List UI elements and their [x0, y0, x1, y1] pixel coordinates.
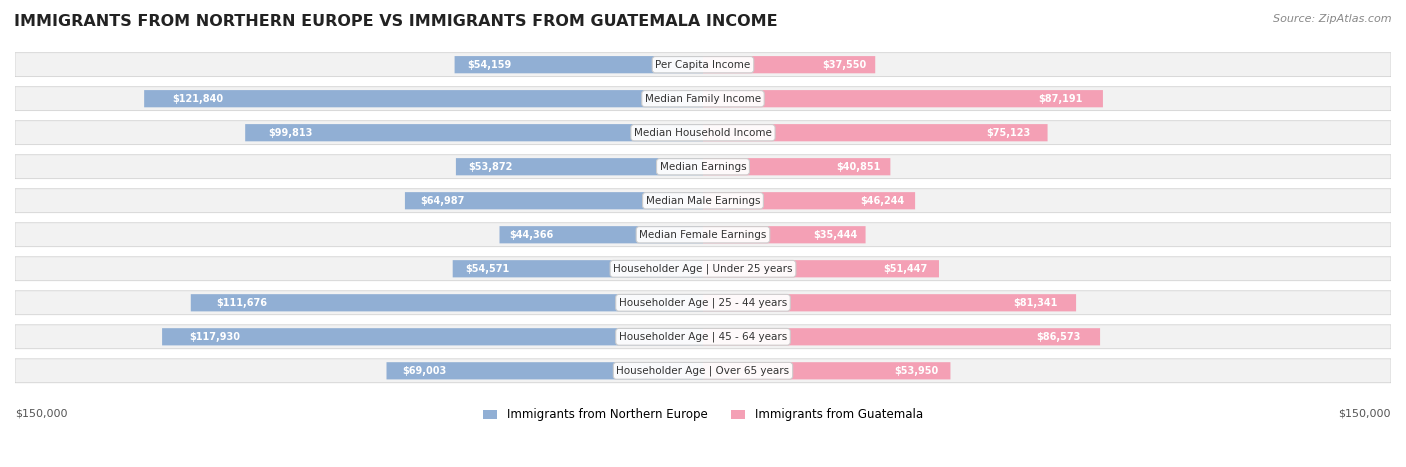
Text: Median Household Income: Median Household Income: [634, 127, 772, 138]
FancyBboxPatch shape: [15, 325, 1391, 349]
Text: $150,000: $150,000: [1339, 408, 1391, 418]
Text: $86,573: $86,573: [1036, 332, 1080, 342]
FancyBboxPatch shape: [15, 359, 1391, 383]
FancyBboxPatch shape: [15, 87, 1391, 111]
Text: Per Capita Income: Per Capita Income: [655, 60, 751, 70]
Text: $37,550: $37,550: [823, 60, 866, 70]
FancyBboxPatch shape: [703, 192, 915, 209]
FancyBboxPatch shape: [145, 90, 703, 107]
Text: $51,447: $51,447: [883, 264, 927, 274]
FancyBboxPatch shape: [703, 124, 1047, 142]
Text: $87,191: $87,191: [1039, 94, 1083, 104]
Text: Householder Age | Under 25 years: Householder Age | Under 25 years: [613, 263, 793, 274]
Text: Householder Age | 25 - 44 years: Householder Age | 25 - 44 years: [619, 297, 787, 308]
Text: $64,987: $64,987: [420, 196, 464, 206]
Text: Householder Age | 45 - 64 years: Householder Age | 45 - 64 years: [619, 332, 787, 342]
Text: $111,676: $111,676: [217, 298, 267, 308]
FancyBboxPatch shape: [245, 124, 703, 142]
Legend: Immigrants from Northern Europe, Immigrants from Guatemala: Immigrants from Northern Europe, Immigra…: [478, 403, 928, 426]
FancyBboxPatch shape: [703, 158, 890, 175]
Text: Median Male Earnings: Median Male Earnings: [645, 196, 761, 206]
FancyBboxPatch shape: [456, 158, 703, 175]
FancyBboxPatch shape: [703, 260, 939, 277]
Text: Median Earnings: Median Earnings: [659, 162, 747, 172]
FancyBboxPatch shape: [15, 121, 1391, 145]
Text: $53,950: $53,950: [894, 366, 938, 376]
FancyBboxPatch shape: [15, 155, 1391, 179]
Text: $69,003: $69,003: [402, 366, 447, 376]
FancyBboxPatch shape: [453, 260, 703, 277]
FancyBboxPatch shape: [703, 294, 1076, 311]
Text: $81,341: $81,341: [1014, 298, 1057, 308]
Text: $75,123: $75,123: [986, 127, 1031, 138]
Text: $121,840: $121,840: [172, 94, 224, 104]
Text: Median Family Income: Median Family Income: [645, 94, 761, 104]
FancyBboxPatch shape: [15, 189, 1391, 212]
Text: $44,366: $44,366: [510, 230, 554, 240]
Text: $117,930: $117,930: [190, 332, 240, 342]
Text: Median Female Earnings: Median Female Earnings: [640, 230, 766, 240]
Text: $40,851: $40,851: [837, 162, 882, 172]
Text: $46,244: $46,244: [860, 196, 904, 206]
Text: $150,000: $150,000: [15, 408, 67, 418]
FancyBboxPatch shape: [454, 56, 703, 73]
FancyBboxPatch shape: [15, 223, 1391, 247]
FancyBboxPatch shape: [703, 56, 875, 73]
FancyBboxPatch shape: [499, 226, 703, 243]
FancyBboxPatch shape: [15, 257, 1391, 281]
FancyBboxPatch shape: [387, 362, 703, 379]
FancyBboxPatch shape: [15, 53, 1391, 77]
FancyBboxPatch shape: [703, 90, 1102, 107]
Text: $99,813: $99,813: [269, 127, 312, 138]
Text: $54,159: $54,159: [467, 60, 512, 70]
Text: Source: ZipAtlas.com: Source: ZipAtlas.com: [1274, 14, 1392, 24]
FancyBboxPatch shape: [15, 291, 1391, 315]
Text: $53,872: $53,872: [468, 162, 513, 172]
FancyBboxPatch shape: [162, 328, 703, 346]
FancyBboxPatch shape: [191, 294, 703, 311]
FancyBboxPatch shape: [703, 328, 1099, 346]
Text: $35,444: $35,444: [813, 230, 858, 240]
FancyBboxPatch shape: [703, 226, 866, 243]
FancyBboxPatch shape: [405, 192, 703, 209]
FancyBboxPatch shape: [703, 362, 950, 379]
Text: IMMIGRANTS FROM NORTHERN EUROPE VS IMMIGRANTS FROM GUATEMALA INCOME: IMMIGRANTS FROM NORTHERN EUROPE VS IMMIG…: [14, 14, 778, 29]
Text: $54,571: $54,571: [465, 264, 509, 274]
Text: Householder Age | Over 65 years: Householder Age | Over 65 years: [616, 366, 790, 376]
